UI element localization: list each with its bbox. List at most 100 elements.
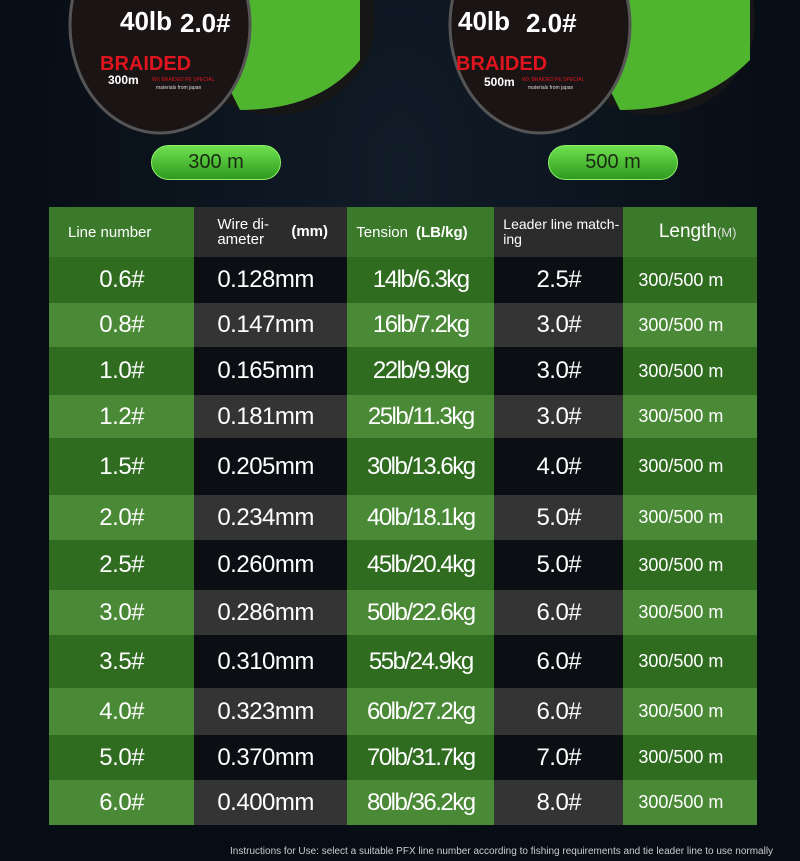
header-length: Length(M) bbox=[623, 207, 757, 257]
table-row: 4.0# 0.323mm 60lb/27.2kg 6.0# 300/500 m bbox=[49, 688, 757, 735]
line-number-cell: 2.0# bbox=[49, 495, 195, 540]
spool-weight-text: 40lb bbox=[458, 6, 510, 36]
header-leader-line: Leader line match-ing bbox=[494, 207, 624, 257]
tension-cell: 16lb/7.2kg bbox=[347, 303, 495, 347]
wire-diameter-cell: 0.310mm bbox=[194, 635, 348, 688]
length-300m-label: 300 m bbox=[151, 145, 281, 180]
table-row: 1.0# 0.165mm 22lb/9.9kg 3.0# 300/500 m bbox=[49, 347, 757, 395]
length-cell: 300/500 m bbox=[623, 395, 757, 438]
leader-line-cell: 5.0# bbox=[494, 495, 624, 540]
leader-line-cell: 5.0# bbox=[494, 540, 624, 590]
spool-origin-text: materials from japan bbox=[156, 85, 202, 91]
tension-cell: 70lb/31.7kg bbox=[347, 735, 495, 780]
wire-diameter-cell: 0.128mm bbox=[194, 257, 348, 303]
tension-cell: 55b/24.9kg bbox=[347, 635, 495, 688]
tension-cell: 80lb/36.2kg bbox=[347, 780, 495, 825]
wire-diameter-cell: 0.286mm bbox=[194, 590, 348, 635]
tension-cell: 25lb/11.3kg bbox=[347, 395, 495, 438]
leader-line-cell: 3.0# bbox=[494, 303, 624, 347]
tension-cell: 14lb/6.3kg bbox=[347, 257, 495, 303]
line-number-cell: 4.0# bbox=[49, 688, 195, 735]
length-cell: 300/500 m bbox=[623, 257, 757, 303]
line-number-cell: 1.0# bbox=[49, 347, 195, 395]
length-cell: 300/500 m bbox=[623, 735, 757, 780]
line-number-cell: 0.8# bbox=[49, 303, 195, 347]
tension-cell: 30lb/13.6kg bbox=[347, 438, 495, 495]
length-cell: 300/500 m bbox=[623, 780, 757, 825]
table-row: 3.5# 0.310mm 55b/24.9kg 6.0# 300/500 m bbox=[49, 635, 757, 688]
spool-image-300m: 40lb 2.0# BRAIDED 300m WX BRAIDED PE SPE… bbox=[68, 0, 375, 135]
length-cell: 300/500 m bbox=[623, 540, 757, 590]
table-row: 0.8# 0.147mm 16lb/7.2kg 3.0# 300/500 m bbox=[49, 303, 757, 347]
leader-line-cell: 4.0# bbox=[494, 438, 624, 495]
line-number-cell: 1.5# bbox=[49, 438, 195, 495]
leader-line-cell: 6.0# bbox=[494, 635, 624, 688]
tension-cell: 22lb/9.9kg bbox=[347, 347, 495, 395]
length-cell: 300/500 m bbox=[623, 438, 757, 495]
wire-diameter-cell: 0.370mm bbox=[194, 735, 348, 780]
leader-line-cell: 3.0# bbox=[494, 395, 624, 438]
wire-diameter-cell: 0.234mm bbox=[194, 495, 348, 540]
spool-length-text: 300m bbox=[108, 73, 139, 87]
spool-image-500m: 40lb 2.0# BRAIDED 500m WX BRAIDED PE SPE… bbox=[448, 0, 755, 135]
leader-line-cell: 7.0# bbox=[494, 735, 624, 780]
length-cell: 300/500 m bbox=[623, 590, 757, 635]
spec-table: Line number Wire di-ameter (mm) Tension (L… bbox=[49, 207, 757, 825]
wire-diameter-cell: 0.323mm bbox=[194, 688, 348, 735]
tension-cell: 40lb/18.1kg bbox=[347, 495, 495, 540]
table-row: 6.0# 0.400mm 80lb/36.2kg 8.0# 300/500 m bbox=[49, 780, 757, 825]
usage-instructions: Instructions for Use: select a suitable … bbox=[230, 846, 774, 857]
header-length-label: Length bbox=[658, 221, 717, 242]
table-row: 1.5# 0.205mm 30lb/13.6kg 4.0# 300/500 m bbox=[49, 438, 757, 495]
header-tension-label: Tension bbox=[356, 223, 408, 241]
wire-diameter-cell: 0.205mm bbox=[194, 438, 348, 495]
line-number-cell: 2.5# bbox=[49, 540, 195, 590]
wire-diameter-cell: 0.260mm bbox=[194, 540, 348, 590]
header-tension: Tension (LB/kg) bbox=[347, 207, 495, 257]
leader-line-cell: 3.0# bbox=[494, 347, 624, 395]
leader-line-cell: 8.0# bbox=[494, 780, 624, 825]
header-tension-unit: (LB/kg) bbox=[415, 223, 468, 241]
tension-cell: 60lb/27.2kg bbox=[347, 688, 495, 735]
table-row: 1.2# 0.181mm 25lb/11.3kg 3.0# 300/500 m bbox=[49, 395, 757, 438]
spool-length-text: 500m bbox=[484, 75, 515, 89]
header-wire-diameter-label: Wire di-ameter bbox=[217, 216, 269, 248]
wire-diameter-cell: 0.181mm bbox=[194, 395, 348, 438]
line-number-cell: 3.5# bbox=[49, 635, 195, 688]
table-row: 3.0# 0.286mm 50lb/22.6kg 6.0# 300/500 m bbox=[49, 590, 757, 635]
wire-diameter-cell: 0.400mm bbox=[194, 780, 348, 825]
leader-line-cell: 6.0# bbox=[494, 688, 624, 735]
table-row: 5.0# 0.370mm 70lb/31.7kg 7.0# 300/500 m bbox=[49, 735, 757, 780]
wire-diameter-cell: 0.147mm bbox=[194, 303, 348, 347]
length-cell: 300/500 m bbox=[623, 688, 757, 735]
length-cell: 300/500 m bbox=[623, 495, 757, 540]
header-length-unit: (M) bbox=[716, 225, 737, 240]
table-row: 0.6# 0.128mm 14lb/6.3kg 2.5# 300/500 m bbox=[49, 257, 757, 303]
spool-origin-text: materials from japan bbox=[528, 85, 574, 91]
tension-cell: 50lb/22.6kg bbox=[347, 590, 495, 635]
table-row: 2.5# 0.260mm 45lb/20.4kg 5.0# 300/500 m bbox=[49, 540, 757, 590]
line-number-cell: 3.0# bbox=[49, 590, 195, 635]
spool-brand-text: BRAIDED bbox=[100, 53, 191, 75]
table-header: Line number Wire di-ameter (mm) Tension (L… bbox=[49, 207, 757, 257]
line-number-cell: 0.6# bbox=[49, 257, 195, 303]
length-cell: 300/500 m bbox=[623, 635, 757, 688]
length-cell: 300/500 m bbox=[623, 347, 757, 395]
spool-number-text: 2.0# bbox=[526, 8, 577, 38]
header-wire-unit: (mm) bbox=[291, 222, 328, 240]
tension-cell: 45lb/20.4kg bbox=[347, 540, 495, 590]
spool-number-text: 2.0# bbox=[180, 8, 231, 38]
spool-sub-text: WX BRAIDED PE SPECIAL bbox=[152, 77, 214, 83]
wire-diameter-cell: 0.165mm bbox=[194, 347, 348, 395]
line-number-cell: 5.0# bbox=[49, 735, 195, 780]
header-line-number: Line number bbox=[49, 207, 195, 257]
line-number-cell: 1.2# bbox=[49, 395, 195, 438]
table-row: 2.0# 0.234mm 40lb/18.1kg 5.0# 300/500 m bbox=[49, 495, 757, 540]
spool-weight-text: 40lb bbox=[120, 6, 172, 36]
leader-line-cell: 2.5# bbox=[494, 257, 624, 303]
spool-sub-text: WX BRAIDED PE SPECIAL bbox=[522, 77, 584, 83]
leader-line-cell: 6.0# bbox=[494, 590, 624, 635]
header-wire-diameter: Wire di-ameter (mm) bbox=[194, 207, 348, 257]
spool-brand-text: BRAIDED bbox=[456, 53, 547, 75]
line-number-cell: 6.0# bbox=[49, 780, 195, 825]
